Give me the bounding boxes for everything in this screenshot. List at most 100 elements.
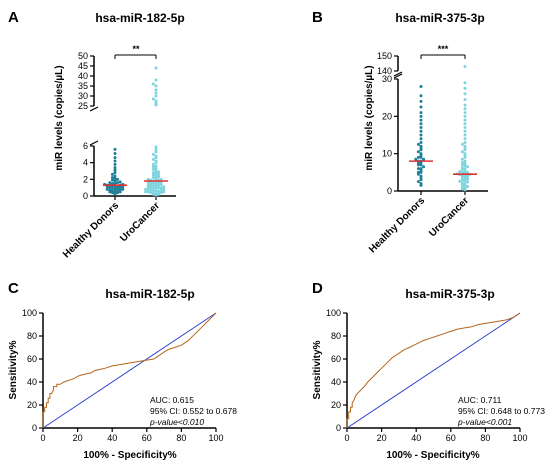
chart-b-point <box>416 142 420 146</box>
chart-b-point <box>460 161 464 165</box>
chart-a-point <box>154 192 158 195</box>
chart-d-auc: AUC: 0.711 <box>458 395 502 405</box>
chart-b-title: hsa-miR-375-3p <box>395 11 484 25</box>
chart-a-point <box>154 167 158 170</box>
chart-a-y-tick-label: 50 <box>78 51 88 61</box>
chart-a-point <box>154 147 158 151</box>
chart-b-point <box>466 170 470 174</box>
chart-a-point <box>162 190 166 194</box>
chart-d-y-tick-label: 100 <box>326 308 341 318</box>
chart-b-point <box>422 165 426 169</box>
chart-a-y-tick-label: 4 <box>83 158 88 168</box>
chart-a-point <box>154 184 158 188</box>
chart-a-point <box>154 145 158 149</box>
chart-a-point <box>121 187 125 191</box>
chart-a-point <box>154 94 158 98</box>
chart-a-significance: ** <box>132 44 140 54</box>
chart-c-x-tick-label: 40 <box>107 433 117 443</box>
panel-label-c: C <box>8 280 19 297</box>
chart-b-point <box>463 133 467 137</box>
chart-b-significance: *** <box>438 44 449 54</box>
chart-a-point <box>151 162 155 166</box>
chart-a-point <box>118 190 122 194</box>
chart-b-point <box>419 105 423 109</box>
chart-b-point <box>419 133 423 137</box>
chart-b-ylabel: miR levels (copies/µL) <box>364 65 375 170</box>
chart-a-point <box>113 152 117 155</box>
chart-a-point <box>110 189 114 193</box>
chart-a-point <box>154 78 158 82</box>
chart-b-axis-break-mark <box>393 71 403 77</box>
chart-c-y-tick-label: 40 <box>27 377 37 387</box>
chart-a-point <box>151 189 155 193</box>
chart-b-y-tick-label: 0 <box>387 186 392 196</box>
chart-d-reference-line <box>346 312 521 429</box>
chart-a-x-tick-label: Healthy Donors <box>61 200 121 260</box>
chart-a-point <box>113 162 117 166</box>
chart-a-point <box>146 182 150 186</box>
chart-a-point <box>149 183 153 187</box>
chart-a-point <box>113 159 117 163</box>
chart-a-point <box>113 192 117 195</box>
chart-c-ylabel: Sensitivity% <box>8 340 19 399</box>
chart-b-point <box>463 140 467 144</box>
chart-b-x-tick-label: UroCancer <box>427 195 471 239</box>
chart-a-point <box>151 167 155 171</box>
chart-a-point <box>154 88 158 92</box>
chart-b-point <box>460 178 464 182</box>
chart-d-x-tick-label: 20 <box>377 433 387 443</box>
chart-b-point <box>463 162 467 166</box>
chart-b-point <box>463 86 467 90</box>
chart-b-y-tick-label: 10 <box>382 149 392 159</box>
chart-a-point <box>149 181 153 185</box>
chart-a-y-tick-label: 45 <box>78 61 88 71</box>
chart-a-point <box>113 156 117 160</box>
chart-b-point <box>463 98 467 102</box>
chart-b-point <box>460 150 464 154</box>
chart-d-x-tick-label: 100 <box>512 433 527 443</box>
chart-b-point <box>419 167 423 171</box>
chart-b-point <box>463 167 467 171</box>
chart-b-point <box>419 137 423 141</box>
chart-d-ylabel: Sensitivity% <box>312 340 323 399</box>
chart-b-point <box>466 177 470 181</box>
chart-a-point <box>159 177 163 181</box>
chart-b-point <box>458 170 462 174</box>
chart-a-point <box>151 82 155 86</box>
chart-d-xlabel: 100% - Specificity% <box>386 450 479 461</box>
chart-a-point <box>151 165 155 169</box>
chart-a-point <box>151 157 155 161</box>
chart-d-title: hsa-miR-375-3p <box>405 287 494 301</box>
chart-a-point <box>157 170 161 174</box>
chart-a-point <box>154 99 158 103</box>
chart-a-point <box>151 97 155 101</box>
chart-b-point <box>416 167 420 171</box>
panel-label-b: B <box>312 9 323 26</box>
chart-d-x-tick-label: 40 <box>411 433 421 443</box>
chart-a-point <box>151 171 155 175</box>
chart-a-point <box>157 175 161 179</box>
chart-b-point <box>463 152 467 156</box>
chart-b-point <box>419 99 423 103</box>
chart-a-point <box>121 185 125 189</box>
chart-b-point <box>463 65 467 68</box>
chart-b-point <box>463 92 467 96</box>
chart-b-point <box>414 157 418 161</box>
chart-a-point <box>146 187 150 191</box>
chart-a-point <box>108 188 112 192</box>
chart-b-point <box>463 137 467 141</box>
chart-b-point <box>463 182 467 186</box>
chart-d-y-tick-label: 40 <box>331 377 341 387</box>
chart-a-point <box>108 181 112 185</box>
chart-b-point <box>460 142 464 146</box>
chart-a-point <box>146 190 150 194</box>
chart-b-point <box>463 144 467 148</box>
chart-a-point <box>113 147 117 151</box>
chart-a-point <box>159 191 163 195</box>
chart-b-point <box>463 111 467 115</box>
chart-b-point <box>463 114 467 118</box>
chart-a-y-tick-label: 6 <box>83 141 88 151</box>
chart-b-point <box>463 186 467 190</box>
chart-c-roc-curve <box>42 312 217 428</box>
